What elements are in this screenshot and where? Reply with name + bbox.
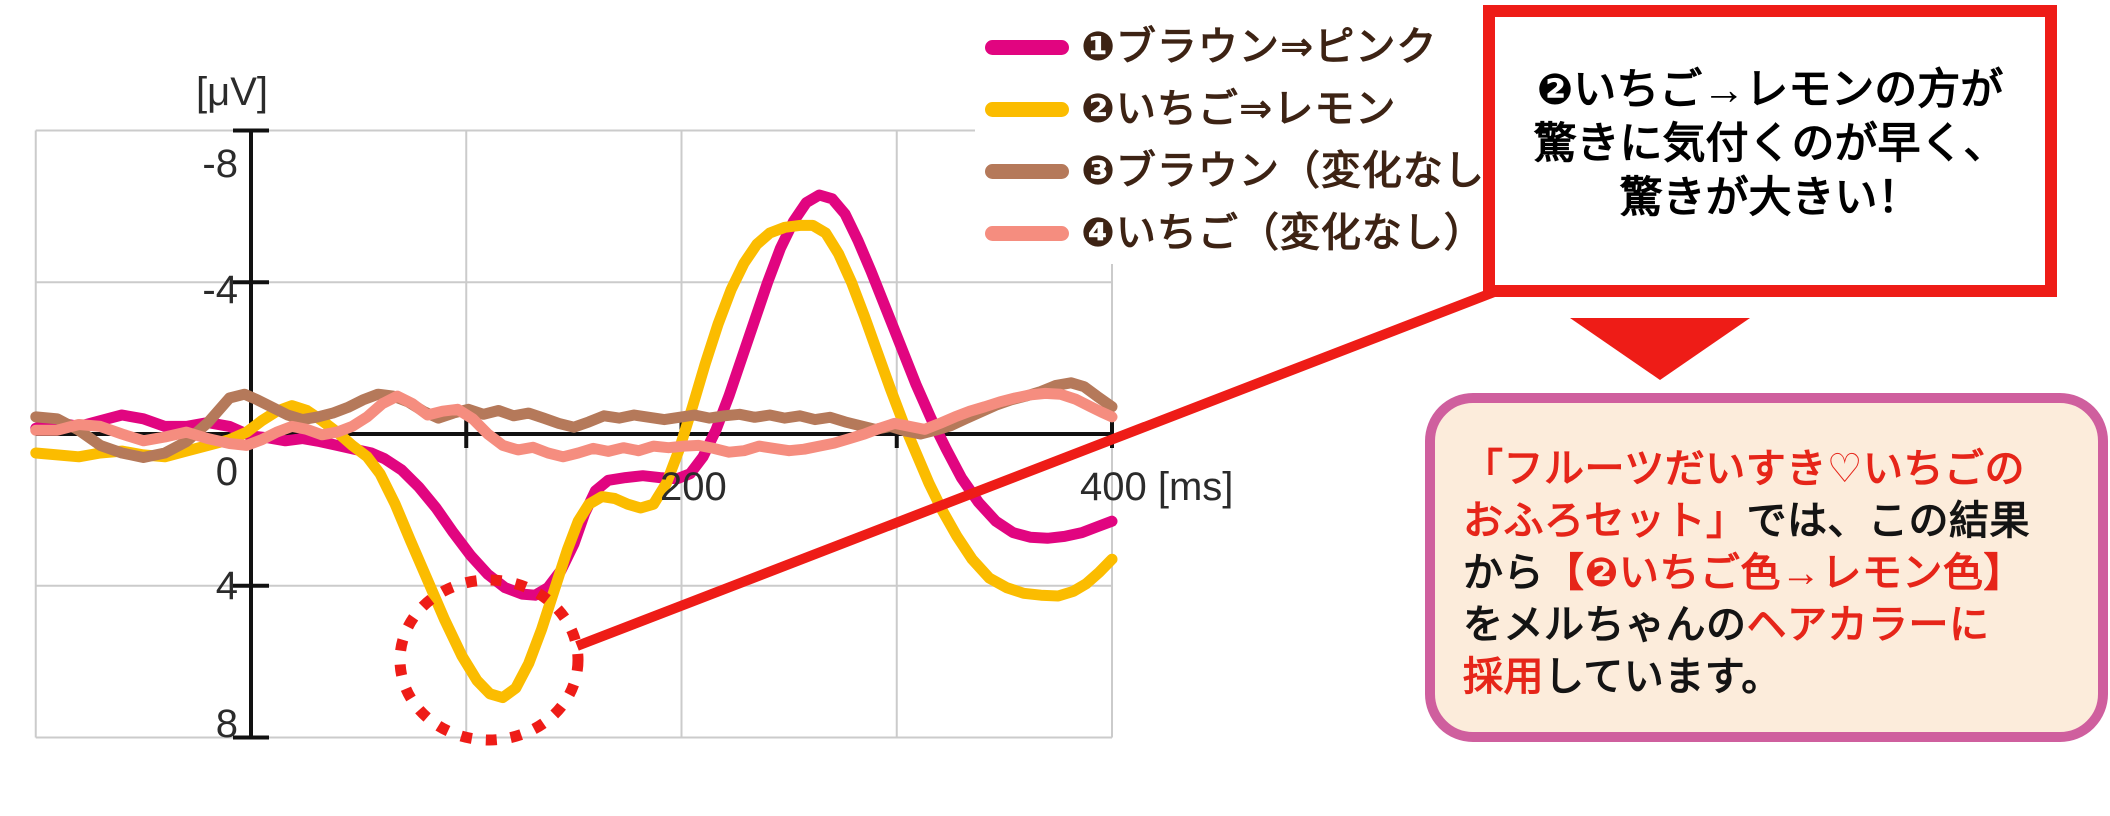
callout-connector-line	[575, 284, 1504, 651]
legend-item-4: ❹いちご（変化なし）	[985, 210, 1526, 256]
callout-line-3: 驚きが大きい！	[1619, 174, 1921, 222]
result-text-segment: 【❷いちご色→レモン色】	[1544, 551, 2024, 595]
legend-item-3: ❸ブラウン（変化なし）	[985, 148, 1526, 194]
legend-item-1: ❶ブラウン⇒ピンク	[985, 24, 1526, 70]
result-line-3: から【❷いちご色→レモン色】	[1463, 547, 2078, 599]
chart-legend: ❶ブラウン⇒ピンク ❷いちご⇒レモン ❸ブラウン（変化なし） ❹いちご（変化なし…	[975, 16, 1540, 264]
legend-item-label: ❶ブラウン⇒ピンク	[1081, 25, 1438, 69]
series-line-3	[30, 377, 1118, 463]
result-line-5: 採用しています。	[1463, 651, 2078, 703]
result-text-segment: から	[1463, 551, 1544, 595]
legend-color-swatch-3	[985, 163, 1069, 179]
result-text-segment: をメルちゃんの	[1463, 603, 1747, 647]
result-text-segment: しています。	[1544, 655, 1782, 699]
result-box: 「フルーツだいすき♡いちごの おふろセット」では、この結果 から【❷いちご色→レ…	[1425, 393, 2108, 742]
y-tick-label-0: 0	[215, 450, 238, 494]
x-tick-label-400ms: 400 [ms]	[1080, 465, 1234, 509]
legend-item-2: ❷いちご⇒レモン	[985, 86, 1526, 132]
y-axis-unit-label: [μV]	[196, 70, 268, 114]
legend-color-swatch-2	[985, 101, 1069, 117]
legend-color-swatch-4	[985, 225, 1069, 241]
series-line-4	[30, 387, 1118, 463]
down-arrow-icon	[1570, 318, 1750, 380]
result-text-segment: 「フルーツだいすき♡いちごの	[1463, 447, 2026, 491]
result-text-segment: 採用	[1463, 655, 1544, 699]
callout-line-1: ❷いちご→レモンの方が	[1536, 66, 2004, 114]
result-text-segment: では、この結果	[1746, 499, 2030, 543]
x-tick-label-200: 200	[660, 465, 727, 509]
callout-line-2: 驚きに気付くのが早く、	[1533, 120, 2007, 168]
callout-box: ❷いちご→レモンの方が 驚きに気付くのが早く、 驚きが大きい！	[1483, 5, 2057, 297]
legend-item-label: ❸ブラウン（変化なし）	[1081, 149, 1526, 193]
y-tick-label-8: 8	[215, 702, 238, 746]
result-line-4: をメルちゃんのヘアカラーに	[1463, 599, 2078, 651]
result-line-2: おふろセット」では、この結果	[1463, 495, 2078, 547]
legend-color-swatch-1	[985, 39, 1069, 55]
legend-item-label: ❷いちご⇒レモン	[1081, 87, 1397, 131]
y-tick-label-4: 4	[215, 564, 238, 608]
legend-item-label: ❹いちご（変化なし）	[1081, 211, 1485, 255]
highlight-dotted-circle	[394, 574, 584, 746]
result-text-segment: おふろセット」	[1463, 499, 1747, 543]
y-tick-label-neg4: -4	[202, 268, 238, 312]
result-line-1: 「フルーツだいすき♡いちごの	[1463, 443, 2078, 495]
y-tick-label-neg8: -8	[202, 142, 238, 186]
result-text-segment: ヘアカラーに	[1746, 603, 1990, 647]
